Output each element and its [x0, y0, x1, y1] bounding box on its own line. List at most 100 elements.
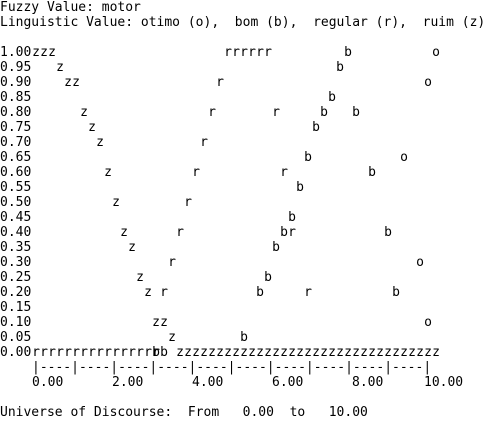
y-tick-label: 0.35 [0, 240, 32, 255]
point-ruim: z [96, 135, 104, 150]
y-tick-label: 0.45 [0, 210, 32, 225]
y-tick-label: 0.95 [0, 60, 32, 75]
point-ruim: z [56, 60, 64, 75]
point-ruim: z [224, 345, 232, 360]
point-bom: b [392, 285, 400, 300]
point-otimo: o [416, 255, 424, 270]
point-ruim: z [80, 105, 88, 120]
y-tick-label: 0.65 [0, 150, 32, 165]
point-ruim: z [72, 75, 80, 90]
point-regular: r [104, 345, 112, 360]
point-bom: b [312, 120, 320, 135]
point-bom: b [280, 225, 288, 240]
point-ruim: z [400, 345, 408, 360]
point-otimo: o [424, 315, 432, 330]
point-ruim: z [128, 240, 136, 255]
point-ruim: z [408, 345, 416, 360]
point-regular: r [56, 345, 64, 360]
point-ruim: z [232, 345, 240, 360]
point-bom: b [160, 345, 168, 360]
y-tick-label: 0.70 [0, 135, 32, 150]
x-tick-label: 6.00 [272, 375, 304, 390]
point-ruim: z [216, 345, 224, 360]
y-tick-label: 0.30 [0, 255, 32, 270]
point-ruim: z [120, 225, 128, 240]
point-ruim: z [280, 345, 288, 360]
y-tick-label: 0.80 [0, 105, 32, 120]
point-regular: r [128, 345, 136, 360]
point-ruim: z [264, 345, 272, 360]
point-ruim: z [416, 345, 424, 360]
point-otimo: o [424, 75, 432, 90]
point-ruim: z [136, 270, 144, 285]
point-regular: r [208, 105, 216, 120]
point-ruim: z [360, 345, 368, 360]
point-bom: b [352, 105, 360, 120]
point-regular: r [120, 345, 128, 360]
y-tick-label: 0.00 [0, 345, 32, 360]
point-regular: r [168, 255, 176, 270]
point-ruim: z [376, 345, 384, 360]
point-bom: b [296, 180, 304, 195]
x-tick-label: 4.00 [192, 375, 224, 390]
y-tick-label: 0.05 [0, 330, 32, 345]
point-ruim: z [240, 345, 248, 360]
point-ruim: z [184, 345, 192, 360]
point-regular: r [48, 345, 56, 360]
point-ruim: z [272, 345, 280, 360]
y-tick-label: 0.90 [0, 75, 32, 90]
point-regular: r [200, 135, 208, 150]
universe-of-discourse: Universe of Discourse: From 0.00 to 10.0… [0, 405, 368, 420]
x-tick-label: 0.00 [32, 375, 64, 390]
point-bom: b [368, 165, 376, 180]
point-regular: r [280, 165, 288, 180]
point-regular: r [264, 45, 272, 60]
point-bom: b [344, 45, 352, 60]
point-regular: r [112, 345, 120, 360]
point-ruim: z [112, 195, 120, 210]
point-bom: b [304, 150, 312, 165]
point-ruim: z [368, 345, 376, 360]
point-ruim: z [88, 120, 96, 135]
point-ruim: z [296, 345, 304, 360]
point-ruim: z [168, 330, 176, 345]
point-regular: r [224, 45, 232, 60]
point-ruim: z [392, 345, 400, 360]
point-bom: b [336, 60, 344, 75]
y-tick-label: 0.25 [0, 270, 32, 285]
x-tick-label: 10.00 [424, 375, 464, 390]
y-tick-label: 0.60 [0, 165, 32, 180]
point-ruim: z [104, 165, 112, 180]
point-ruim: z [152, 315, 160, 330]
point-otimo: o [432, 45, 440, 60]
point-bom: b [328, 90, 336, 105]
point-bom: b [152, 345, 160, 360]
y-tick-label: 0.75 [0, 120, 32, 135]
point-ruim: z [32, 45, 40, 60]
linguistic-value-line: Linguistic Value: otimo (o), bom (b), re… [0, 15, 486, 30]
point-ruim: z [48, 45, 56, 60]
point-regular: r [256, 45, 264, 60]
point-bom: b [264, 270, 272, 285]
point-ruim: z [352, 345, 360, 360]
point-ruim: z [336, 345, 344, 360]
point-ruim: z [160, 315, 168, 330]
point-ruim: z [256, 345, 264, 360]
point-regular: r [184, 195, 192, 210]
point-bom: b [384, 225, 392, 240]
point-ruim: z [304, 345, 312, 360]
point-regular: r [232, 45, 240, 60]
point-ruim: z [344, 345, 352, 360]
y-tick-label: 0.40 [0, 225, 32, 240]
point-ruim: z [312, 345, 320, 360]
point-regular: r [144, 345, 152, 360]
point-ruim: z [176, 345, 184, 360]
point-regular: r [80, 345, 88, 360]
point-ruim: z [144, 285, 152, 300]
point-regular: r [248, 45, 256, 60]
point-regular: r [272, 105, 280, 120]
point-bom: b [288, 210, 296, 225]
point-regular: r [216, 75, 224, 90]
y-tick-label: 0.15 [0, 300, 32, 315]
y-tick-label: 0.85 [0, 90, 32, 105]
